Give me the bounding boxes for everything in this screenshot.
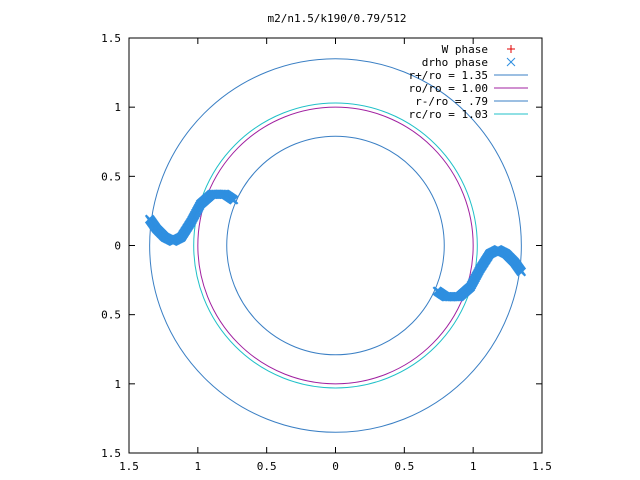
radius-circles: [149, 58, 522, 433]
x-tick-label: 1: [470, 460, 477, 473]
x-tick-label: 0.5: [394, 460, 414, 473]
legend-plus-icon: [507, 45, 515, 53]
legend-label: W phase: [442, 43, 488, 56]
legend-cross-icon: [506, 57, 516, 67]
y-tick-label: 1.5: [101, 32, 121, 45]
y-tick-label: 1.5: [101, 447, 121, 460]
x-tick-label: 0: [332, 460, 339, 473]
y-tick-label: 1: [114, 378, 121, 391]
legend-label: rc/ro = 1.03: [409, 108, 488, 121]
y-tick-label: 1: [114, 101, 121, 114]
drho-phase-point: [228, 195, 239, 205]
legend-label: r-/ro = .79: [415, 95, 488, 108]
radius-circle: [193, 102, 478, 389]
y-tick-label: 0.5: [101, 309, 121, 322]
legend-label: ro/ro = 1.00: [409, 82, 488, 95]
drho-phase-markers: [144, 189, 527, 302]
y-tick-label: 0: [114, 240, 121, 253]
radius-circle: [149, 58, 522, 433]
x-tick-label: 1.5: [532, 460, 552, 473]
y-tick-label: 0.5: [101, 170, 121, 183]
legend-label: r+/ro = 1.35: [409, 69, 488, 82]
chart-title: m2/n1.5/k190/0.79/512: [267, 12, 406, 25]
x-tick-label: 1.5: [119, 460, 139, 473]
x-tick-label: 1: [195, 460, 202, 473]
radius-circle: [226, 135, 445, 356]
radius-circle: [197, 106, 474, 385]
x-tick-label: 0.5: [257, 460, 277, 473]
legend-label: drho phase: [422, 56, 488, 69]
axis-ticks: 1.5 1 0.5 0 0.5 1 1.51.510.500.511.5: [101, 32, 552, 473]
drho-phase-point: [516, 267, 527, 277]
